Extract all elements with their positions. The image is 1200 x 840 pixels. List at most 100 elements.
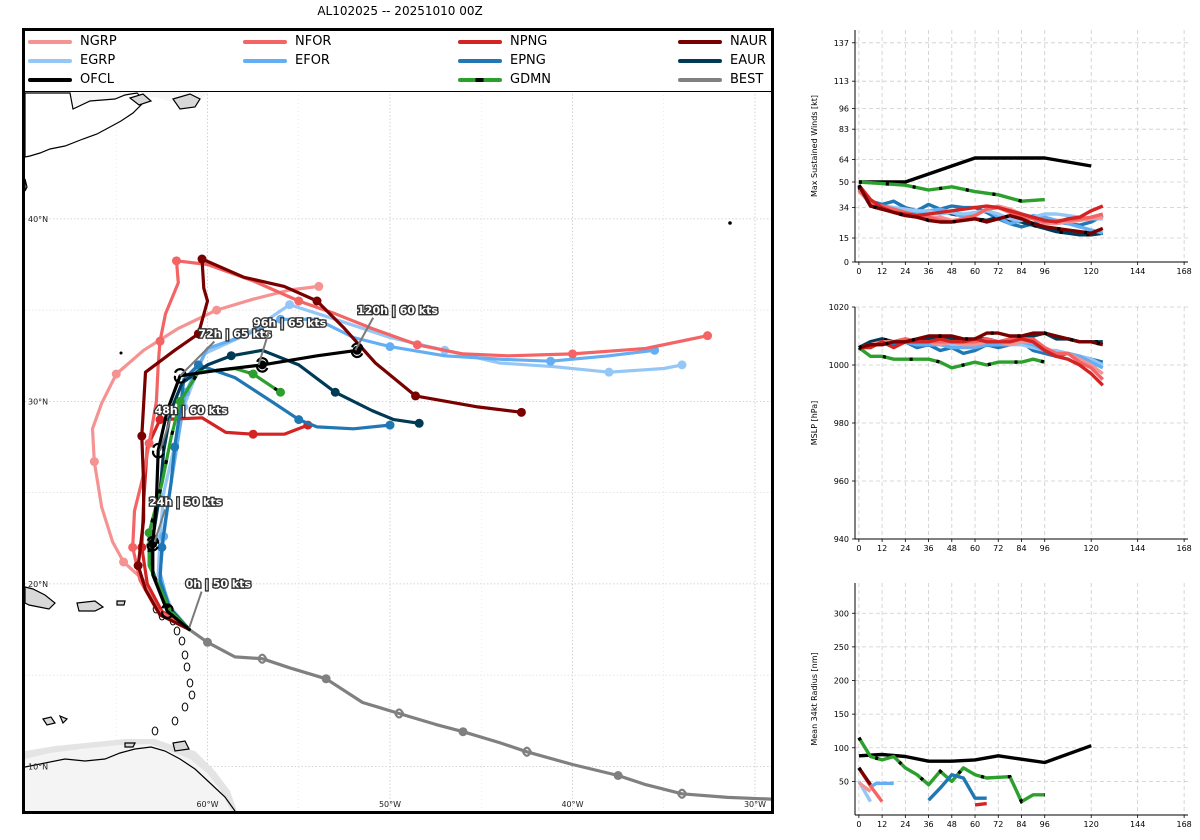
x-tick-label: 144 (1130, 267, 1145, 276)
label-leader (257, 330, 271, 366)
track-point (193, 360, 203, 370)
y-tick-label: 940 (834, 535, 849, 544)
track-point (144, 528, 154, 538)
island-lesser-antilles (181, 650, 189, 660)
legend-label: EGRP (80, 53, 116, 68)
legend-label: NGRP (80, 34, 117, 49)
x-tick-label: 60 (970, 544, 980, 553)
x-tick-label: 0 (856, 267, 861, 276)
track-point (294, 415, 304, 425)
label-leader (179, 340, 216, 377)
legend-entry-ofcl: OFCL (28, 71, 114, 89)
x-tick-label: 120 (1084, 820, 1099, 829)
land-island (124, 742, 136, 748)
legend-swatch (28, 59, 72, 63)
land-island (116, 600, 126, 606)
legend-entry-naur: NAUR (678, 33, 767, 51)
label-leader (153, 509, 167, 543)
legend-swatch (678, 78, 722, 82)
track-line-npng (140, 416, 310, 632)
x-tick-label: 24 (900, 267, 910, 276)
lat-label: 20°N (28, 580, 48, 589)
series-npng (858, 337, 1105, 387)
x-tick-label: 12 (877, 267, 887, 276)
x-tick-label: 72 (993, 820, 1003, 829)
lon-label: 40°W (561, 800, 583, 809)
track-point (170, 442, 180, 452)
track-nfor (128, 256, 713, 632)
x-tick-label: 12 (877, 544, 887, 553)
series-gdmn (857, 736, 1045, 804)
track-point (248, 429, 258, 439)
x-tick-label: 36 (923, 820, 933, 829)
track-point (119, 557, 129, 567)
series-ofcl (858, 156, 1092, 184)
track-point (294, 296, 304, 306)
x-tick-label: 96 (1040, 820, 1050, 829)
track-point (89, 457, 99, 467)
track-point (111, 369, 121, 379)
island-lesser-antilles (183, 662, 191, 672)
x-tick-label: 48 (947, 267, 957, 276)
island-lesser-antilles (173, 626, 181, 636)
storm-label: 72h | 65 kts (198, 328, 272, 341)
track-point (157, 542, 167, 552)
land-island (42, 716, 56, 726)
series-efor (869, 781, 894, 789)
y-tick-label: 50 (839, 777, 849, 786)
track-line-best (187, 627, 771, 801)
island-lesser-antilles (181, 702, 189, 712)
x-tick-label: 60 (970, 820, 980, 829)
x-tick-label: 96 (1040, 267, 1050, 276)
legend-label: NAUR (730, 34, 768, 49)
track-point (193, 329, 203, 339)
island-lesser-antilles (178, 636, 186, 646)
storm-label: 48h | 60 kts (155, 404, 229, 417)
series-npng (974, 801, 987, 807)
lat-label: 40°N (28, 215, 48, 224)
land-puerto-rico (76, 600, 105, 612)
legend-label: EPNG (510, 53, 546, 68)
track-point (546, 356, 556, 366)
map-canvas: 40°N 30°N 20°N 10°N 60°W 50°W 40°W 30°W 0h | 50 … (25, 31, 771, 811)
land-island (172, 93, 201, 110)
storm-symbol-ofcl (151, 442, 165, 459)
legend-label: EFOR (295, 53, 330, 68)
label-leader (188, 591, 203, 628)
track-point (155, 415, 165, 425)
storm-symbol-ofcl (173, 368, 187, 384)
legend-label: EAUR (730, 53, 766, 68)
legend-entry-ngrp: NGRP (28, 33, 117, 51)
track-naur (133, 254, 526, 632)
legend-swatch (458, 40, 502, 44)
track-point (162, 406, 172, 415)
y-axis-title: MSLP [hPa] (810, 401, 819, 445)
legend-swatch (678, 40, 722, 44)
track-line-naur (136, 257, 523, 632)
legend: NGRP NFOR NPNG NAUR EGRP EFOR EPNG EAUR OFCL GDMN… (25, 31, 771, 92)
lon-label: 50°W (379, 800, 401, 809)
series-gdmn (858, 180, 1045, 203)
x-tick-label: 144 (1130, 820, 1145, 829)
track-point (212, 305, 222, 315)
island-dot (119, 351, 123, 355)
storm-symbol-ofcl (161, 603, 174, 620)
legend-entry-npng: NPNG (458, 33, 547, 51)
y-tick-label: 113 (834, 77, 849, 86)
island-lesser-antilles (186, 678, 194, 688)
y-tick-label: 50 (839, 178, 849, 187)
track-line-ngrp (90, 284, 321, 632)
legend-swatch (678, 59, 722, 63)
pressure-panel: 0 12 24 36 48 60 72 84 96 120 144 168 940 960 980 1000 1… (810, 303, 1192, 553)
y-tick-label: 34 (839, 204, 849, 213)
legend-label: NFOR (295, 34, 332, 49)
radius-panel: 0 12 24 36 48 60 72 84 96 120 144 168 50 100 150 200 250… (810, 583, 1192, 829)
track-line-ofcl (151, 348, 359, 632)
wind-panel: 0 12 24 36 48 60 72 84 96 120 144 168 0 15 34 50 64 83 96 1… (810, 30, 1192, 276)
legend-swatch (243, 59, 287, 63)
track-point (385, 342, 395, 352)
legend-entry-best: BEST (678, 71, 763, 89)
track-point (144, 438, 154, 448)
legend-swatch (243, 40, 287, 44)
track-ngrp (89, 281, 324, 632)
